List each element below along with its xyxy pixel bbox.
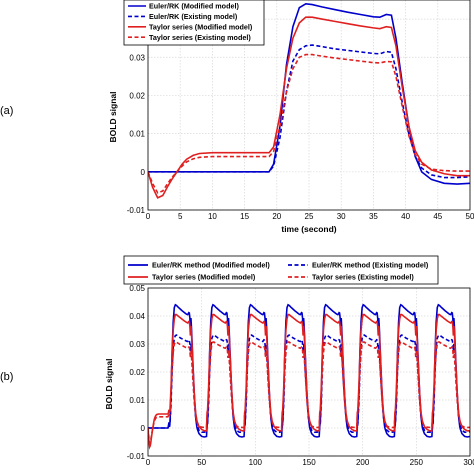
b-series-line-2	[148, 313, 470, 450]
panel-b-chart: (b) Euler/RK method (Modified model) Eule…	[0, 255, 474, 467]
panel-b-legend-box	[123, 255, 439, 285]
a-y-tick-label: -0.01	[127, 206, 146, 215]
panel-a-legend-entry: Taylor series (Modified model)	[149, 22, 253, 31]
b-x-tick-label: 100	[249, 458, 263, 467]
b-y-tick-label: 0.04	[129, 312, 145, 321]
a-x-tick-label: 0	[146, 212, 151, 221]
panel-b-legend-entry: Taylor series (Existing model)	[312, 273, 414, 282]
b-y-tick-label: 0.02	[129, 368, 145, 377]
panel-a-legend-box	[123, 0, 265, 46]
a-x-tick-label: 25	[305, 212, 314, 221]
a-x-tick-label: 40	[401, 212, 410, 221]
a-series-line-3	[148, 53, 470, 194]
panel-a-chart: (a) 0 5 10 15 20 25 30 35 40 45 50-0.0100.010.020.…	[0, 0, 474, 234]
panel-a-legend-entry: Euler/RK (Modified model)	[149, 2, 239, 11]
a-x-tick-label: 50	[466, 212, 474, 221]
a-series-line-1	[148, 44, 470, 179]
a-y-tick-label: 0.03	[129, 53, 145, 62]
panel-b-series	[148, 303, 470, 450]
panel-a-legend: Euler/RK (Modified model)Euler/RK (Exist…	[123, 0, 265, 46]
a-y-tick-label: 0.01	[129, 130, 145, 139]
b-x-tick-label: 150	[302, 458, 316, 467]
a-x-tick-label: 20	[272, 212, 281, 221]
a-y-tick-label: 0	[141, 168, 146, 177]
panel-a-label: (a)	[0, 105, 13, 117]
b-x-tick-label: 50	[197, 458, 206, 467]
panel-a-axes-box	[147, 0, 471, 211]
panel-a-y-axis-label: BOLD signal	[108, 91, 118, 142]
b-y-tick-label: 0.05	[129, 284, 145, 293]
panel-b-axes-box	[147, 287, 471, 457]
panel-a-tick-labels: 05101520253035404550-0.0100.010.020.030.…	[127, 15, 474, 221]
b-y-tick-label: 0	[141, 424, 146, 433]
a-x-tick-label: 5	[178, 212, 183, 221]
b-x-tick-label: 300	[463, 458, 474, 467]
panel-a-series	[148, 2, 470, 199]
b-x-tick-label: 200	[356, 458, 370, 467]
panel-a-legend-entry: Euler/RK (Existing model)	[149, 12, 238, 21]
panel-b-y-axis-label: BOLD signal	[104, 358, 114, 409]
a-x-tick-label: 30	[337, 212, 346, 221]
a-x-tick-label: 10	[208, 212, 217, 221]
panel-b-tick-labels: 050100150200250300-0.0100.010.020.030.04…	[127, 284, 474, 467]
a-y-tick-label: 0.02	[129, 91, 145, 100]
panel-b-legend-entry: Euler/RK method (Existing model)	[312, 261, 429, 270]
b-y-tick-label: 0.01	[129, 396, 145, 405]
a-x-tick-label: 35	[369, 212, 378, 221]
a-series-line-2	[148, 16, 470, 199]
b-y-tick-label: 0.03	[129, 340, 145, 349]
panel-a-x-axis-label: time (second)	[281, 224, 336, 234]
b-y-tick-label: -0.01	[127, 452, 146, 461]
a-x-tick-label: 15	[240, 212, 249, 221]
panel-b-legend: Euler/RK method (Modified model) Euler/RK…	[123, 255, 439, 285]
panel-b-legend-entry: Taylor series (Modified model)	[152, 273, 256, 282]
b-x-tick-label: 250	[410, 458, 424, 467]
panel-b-legend-entry: Euler/RK method (Modified model)	[152, 261, 270, 270]
b-series-line-3	[148, 341, 470, 446]
b-x-tick-label: 0	[146, 458, 151, 467]
a-x-tick-label: 45	[433, 212, 442, 221]
panel-b-label: (b)	[0, 371, 13, 383]
panel-a-legend-entry: Taylor series (Existing model)	[149, 33, 251, 42]
